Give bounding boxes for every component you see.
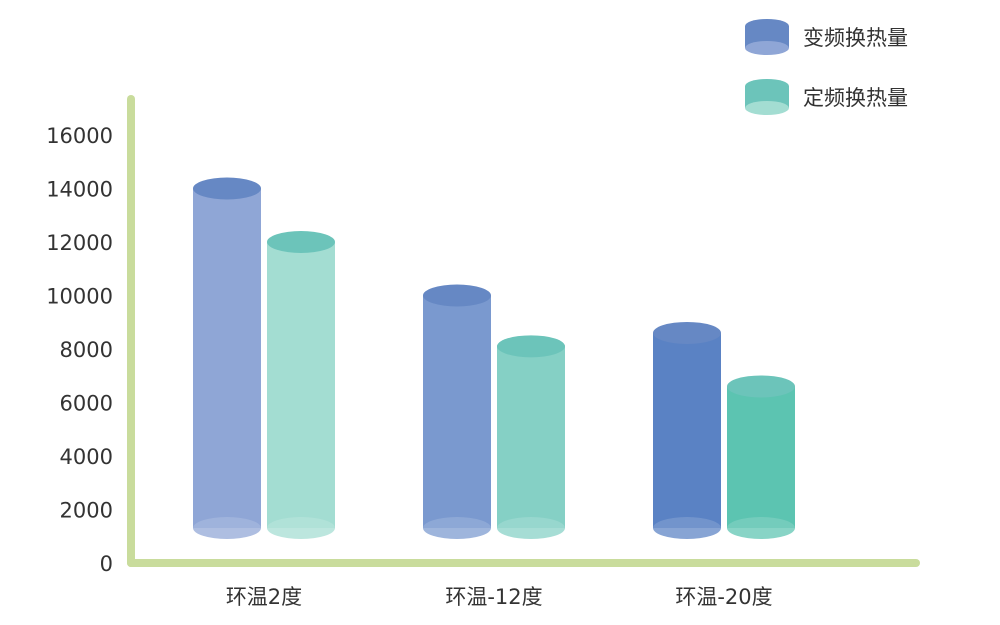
bar-top-cap	[653, 321, 721, 344]
legend-swatch-bottom	[745, 101, 789, 115]
legend-swatch-top	[745, 79, 789, 93]
bar-variable-0	[193, 177, 261, 539]
bar-variable-2	[653, 321, 721, 539]
bar-bottom-highlight	[653, 517, 721, 539]
y-tick-label: 12000	[46, 231, 113, 255]
bar-bottom-highlight	[267, 517, 335, 539]
bar-bottom-cap	[267, 517, 335, 539]
legend-swatch-bottom	[745, 41, 789, 55]
bar-variable-1	[423, 284, 491, 539]
bar-bottom-highlight	[497, 517, 565, 539]
y-tick-label: 16000	[46, 124, 113, 148]
bar-bottom-cap	[193, 517, 261, 539]
y-tick-label: 4000	[60, 445, 113, 469]
bar-body	[193, 188, 261, 528]
axes	[127, 95, 920, 567]
bar-body	[423, 295, 491, 528]
legend-label: 定频换热量	[803, 86, 908, 110]
bar-body	[727, 386, 795, 528]
y-tick-label: 6000	[60, 392, 113, 416]
y-tick-label: 0	[100, 552, 113, 576]
bar-bottom-cap	[727, 517, 795, 539]
y-tick-label: 8000	[60, 338, 113, 362]
bar-bottom-highlight	[193, 517, 261, 539]
y-tick-label: 10000	[46, 285, 113, 309]
legend-swatch-top	[745, 19, 789, 33]
bar-bottom-highlight	[423, 517, 491, 539]
bar-bottom-cap	[423, 517, 491, 539]
bars	[193, 177, 795, 539]
y-tick-label: 14000	[46, 178, 113, 202]
x-tick-label: 环温-12度	[445, 585, 542, 609]
y-tick-label: 2000	[60, 499, 113, 523]
bar-top-cap	[727, 375, 795, 398]
bar-bottom-cap	[653, 517, 721, 539]
bar-body	[267, 242, 335, 528]
bar-bottom-cap	[497, 517, 565, 539]
bar-top-cap	[193, 177, 261, 200]
bar-bottom-highlight	[727, 517, 795, 539]
legend-item: 变频换热量	[745, 19, 908, 55]
bar-fixed-1	[497, 335, 565, 539]
bar-body	[497, 346, 565, 528]
bar-fixed-0	[267, 231, 335, 539]
y-axis-ticks: 0 2000 4000 6000 8000 10000 12000 14000 16000	[46, 124, 113, 576]
bar-top-cap	[267, 231, 335, 253]
legend-item: 定频换热量	[745, 79, 908, 115]
x-axis-labels: 环温2度 环温-12度 环温-20度	[226, 585, 773, 609]
bar-body	[653, 332, 721, 528]
legend-label: 变频换热量	[803, 26, 908, 50]
x-tick-label: 环温2度	[226, 585, 302, 609]
x-tick-label: 环温-20度	[675, 585, 772, 609]
bar-top-cap	[423, 284, 491, 307]
bar-top-cap	[497, 335, 565, 358]
bar-fixed-2	[727, 375, 795, 539]
